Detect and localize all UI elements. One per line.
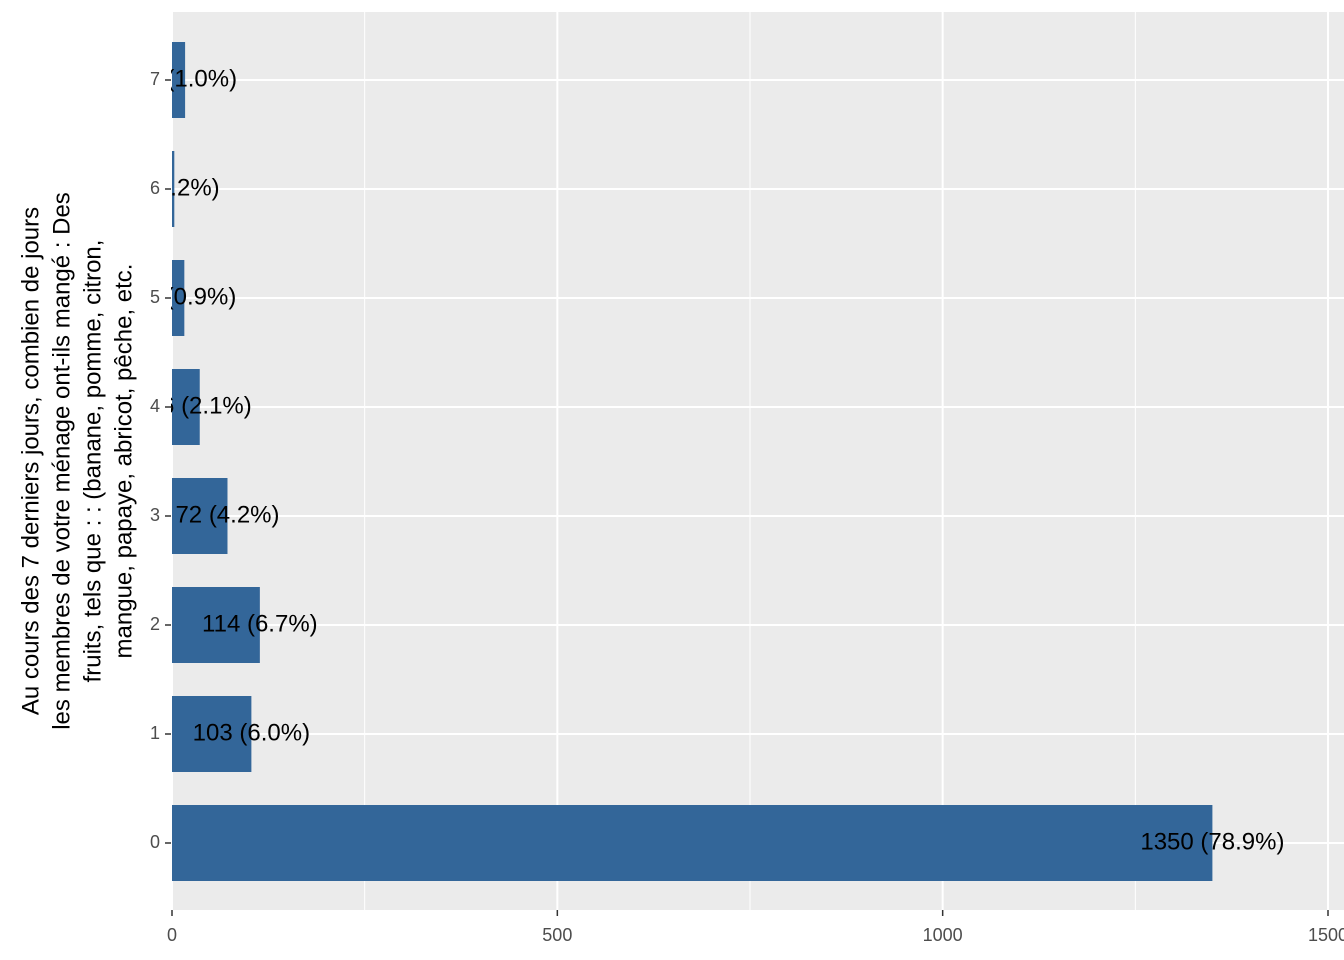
y-tick-label: 0: [150, 832, 160, 852]
x-tick-label: 0: [167, 925, 177, 945]
value-label: 16 (0.9%): [132, 283, 236, 310]
y-axis-title: Au cours des 7 derniers jours, combien d…: [17, 207, 44, 715]
bar: [172, 696, 252, 772]
y-tick-label: 4: [150, 396, 160, 416]
bar: [172, 478, 228, 554]
x-tick-label: 1500: [1308, 925, 1344, 945]
panel: [171, 12, 1344, 910]
value-label: 1350 (78.9%): [1140, 828, 1284, 855]
value-label: 72 (4.2%): [175, 501, 279, 528]
x-tick-label: 1000: [923, 925, 963, 945]
value-label: 17 (1.0%): [133, 65, 237, 92]
y-tick-label: 5: [150, 287, 160, 307]
value-label: 36 (2.1%): [148, 392, 252, 419]
y-tick-label: 2: [150, 614, 160, 634]
value-label: 3 (0.2%): [129, 174, 220, 201]
y-tick-label: 3: [150, 505, 160, 525]
y-tick-label: 1: [150, 723, 160, 743]
bar: [172, 587, 260, 663]
y-axis-title: mangue, papaye, abricot, pêche, etc.: [110, 264, 137, 659]
plot-area: 1350 (78.9%) 103 (6.0%) 114 (6.7%) 72 (4.2%…: [129, 42, 1284, 881]
y-tick-label: 7: [150, 69, 160, 89]
value-label: 103 (6.0%): [193, 719, 310, 746]
bar: [172, 805, 1213, 881]
bar: [172, 260, 185, 336]
bar: [172, 369, 200, 445]
y-axis-title: fruits, tels que : : (banane, pomme, cit…: [79, 240, 106, 683]
value-label: 114 (6.7%): [202, 610, 318, 637]
y-tick-label: 6: [150, 178, 160, 198]
x-tick-label: 500: [542, 925, 572, 945]
bar: [172, 151, 175, 227]
bar: [172, 42, 186, 118]
axes: 0 500 1000 1500 0 1 2 3 4 5 6 7: [150, 69, 1344, 945]
y-axis-title: les membres de votre ménage ont-ils mang…: [48, 192, 75, 730]
